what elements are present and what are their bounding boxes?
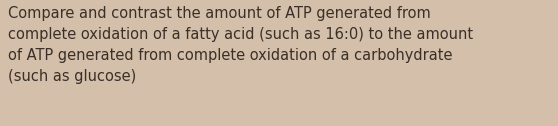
- Text: Compare and contrast the amount of ATP generated from
complete oxidation of a fa: Compare and contrast the amount of ATP g…: [8, 6, 474, 84]
